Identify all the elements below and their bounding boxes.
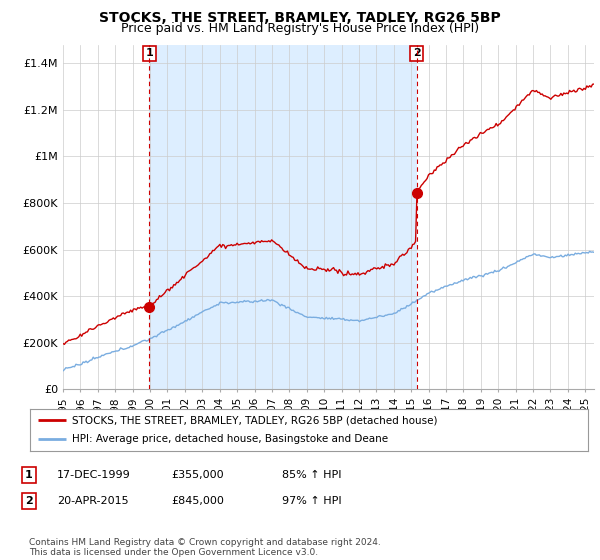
- Bar: [149, 45, 416, 389]
- Text: Contains HM Land Registry data © Crown copyright and database right 2024.
This d: Contains HM Land Registry data © Crown c…: [29, 538, 380, 557]
- Text: 17-DEC-1999: 17-DEC-1999: [57, 470, 131, 480]
- Text: 1: 1: [145, 48, 153, 58]
- Text: STOCKS, THE STREET, BRAMLEY, TADLEY, RG26 5BP (detached house): STOCKS, THE STREET, BRAMLEY, TADLEY, RG2…: [72, 415, 437, 425]
- Text: 85% ↑ HPI: 85% ↑ HPI: [282, 470, 341, 480]
- Text: £845,000: £845,000: [171, 496, 224, 506]
- Text: STOCKS, THE STREET, BRAMLEY, TADLEY, RG26 5BP: STOCKS, THE STREET, BRAMLEY, TADLEY, RG2…: [99, 11, 501, 25]
- Text: 2: 2: [413, 48, 421, 58]
- Text: Price paid vs. HM Land Registry's House Price Index (HPI): Price paid vs. HM Land Registry's House …: [121, 22, 479, 35]
- Text: 2: 2: [25, 496, 32, 506]
- Text: 97% ↑ HPI: 97% ↑ HPI: [282, 496, 341, 506]
- Text: HPI: Average price, detached house, Basingstoke and Deane: HPI: Average price, detached house, Basi…: [72, 435, 388, 445]
- Text: £355,000: £355,000: [171, 470, 224, 480]
- Text: 1: 1: [25, 470, 32, 480]
- Text: 20-APR-2015: 20-APR-2015: [57, 496, 128, 506]
